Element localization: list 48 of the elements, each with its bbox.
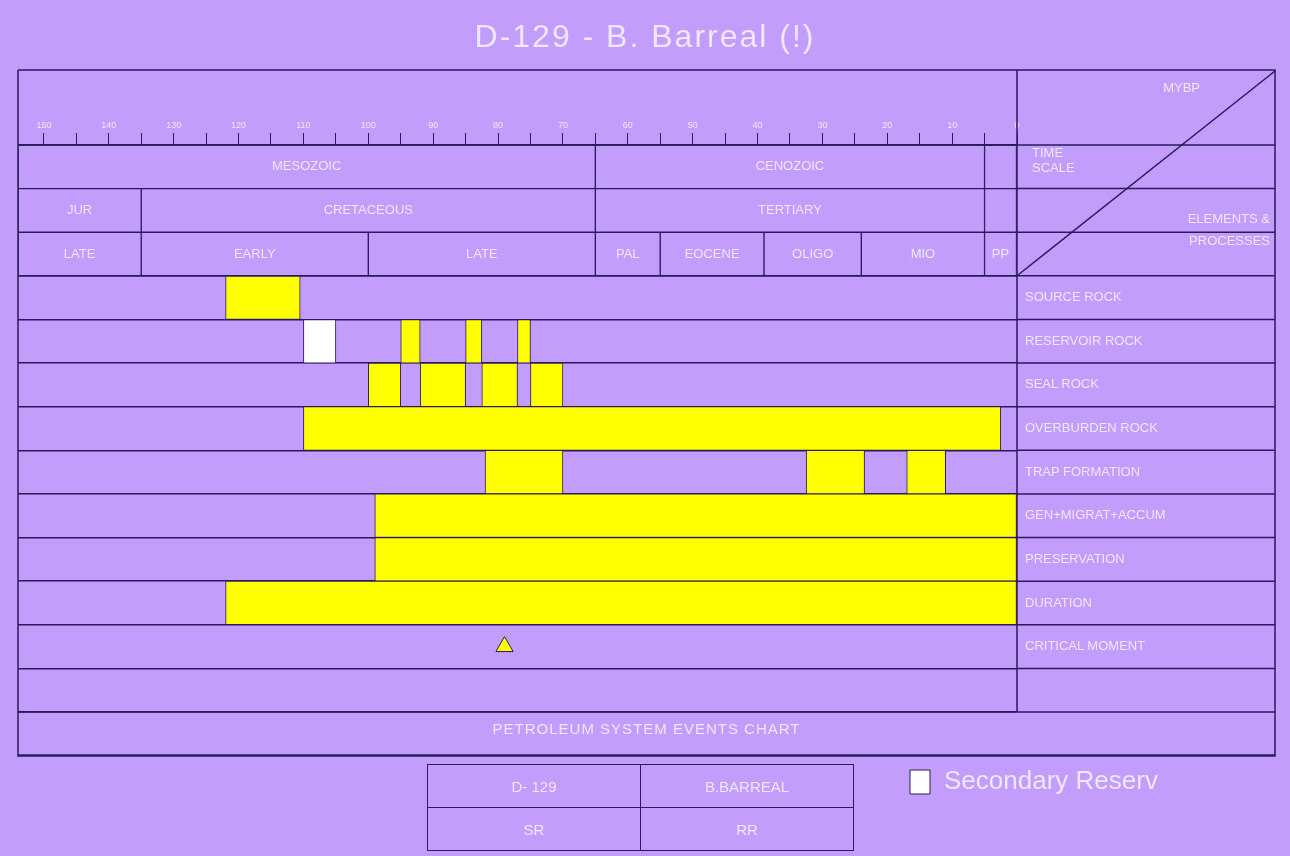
- text: RR: [640, 807, 854, 851]
- data-label: CENOZOIC: [755, 158, 825, 174]
- x-tick-label: 0: [1014, 120, 1020, 131]
- legend-label: Secondary Reserv: [944, 765, 1158, 796]
- x-tick-label: 90: [428, 120, 439, 131]
- x-tick-label: 40: [752, 120, 763, 131]
- data-label: EOCENE: [684, 245, 740, 261]
- data-label: JUR: [66, 202, 93, 217]
- y-tick-label: CRITICAL MOMENT: [1025, 638, 1146, 654]
- y-tick-label: OVERBURDEN ROCK: [1025, 420, 1159, 436]
- y-tick-label: PRESERVATION: [1025, 550, 1125, 566]
- x-tick-label: 130: [166, 120, 182, 131]
- data-label: LATE: [63, 245, 96, 261]
- y-tick-label: SOURCE ROCK: [1025, 289, 1123, 305]
- text: B.BARREAL: [640, 764, 854, 808]
- data-label: PAL: [615, 245, 640, 261]
- x-axis-title: MYBP: [1162, 80, 1200, 95]
- text: PETROLEUM SYSTEM EVENTS CHART: [491, 720, 802, 737]
- x-tick-label: 70: [557, 120, 568, 131]
- x-tick-label: 50: [687, 120, 698, 131]
- data-label: LATE: [466, 245, 498, 261]
- data-label: OLIGO: [792, 245, 834, 261]
- x-tick-label: 140: [101, 120, 117, 131]
- chart-title: D-129 - B. Barreal (!): [473, 18, 817, 55]
- x-tick-label: 120: [231, 120, 247, 131]
- x-tick-label: 150: [36, 120, 52, 131]
- y-tick-label: RESERVOIR ROCK: [1025, 332, 1143, 348]
- data-label: TERTIARY: [758, 202, 823, 217]
- y-tick-label: DURATION: [1025, 594, 1092, 610]
- text: D- 129: [427, 764, 641, 808]
- y-axis-title: ELEMENTS & PROCESSES: [1186, 210, 1270, 250]
- data-label: PP: [991, 245, 1010, 261]
- x-tick-label: 80: [493, 120, 504, 131]
- x-tick-label: 10: [947, 120, 958, 131]
- x-tick-label: 30: [817, 120, 828, 131]
- text: TIME SCALE: [1032, 145, 1076, 175]
- data-label: MIO: [910, 245, 936, 261]
- y-tick-label: GEN+MIGRAT+ACCUM: [1025, 507, 1166, 523]
- y-tick-label: SEAL ROCK: [1025, 376, 1100, 392]
- data-label: CRETACEOUS: [323, 202, 414, 217]
- data-label: EARLY: [233, 245, 276, 261]
- x-tick-label: 20: [882, 120, 893, 131]
- x-tick-label: 60: [622, 120, 633, 131]
- y-tick-label: TRAP FORMATION: [1025, 463, 1141, 479]
- text: SR: [427, 807, 641, 851]
- x-tick-label: 110: [296, 120, 311, 131]
- data-label: MESOZOIC: [272, 158, 342, 174]
- x-tick-label: 100: [360, 120, 376, 131]
